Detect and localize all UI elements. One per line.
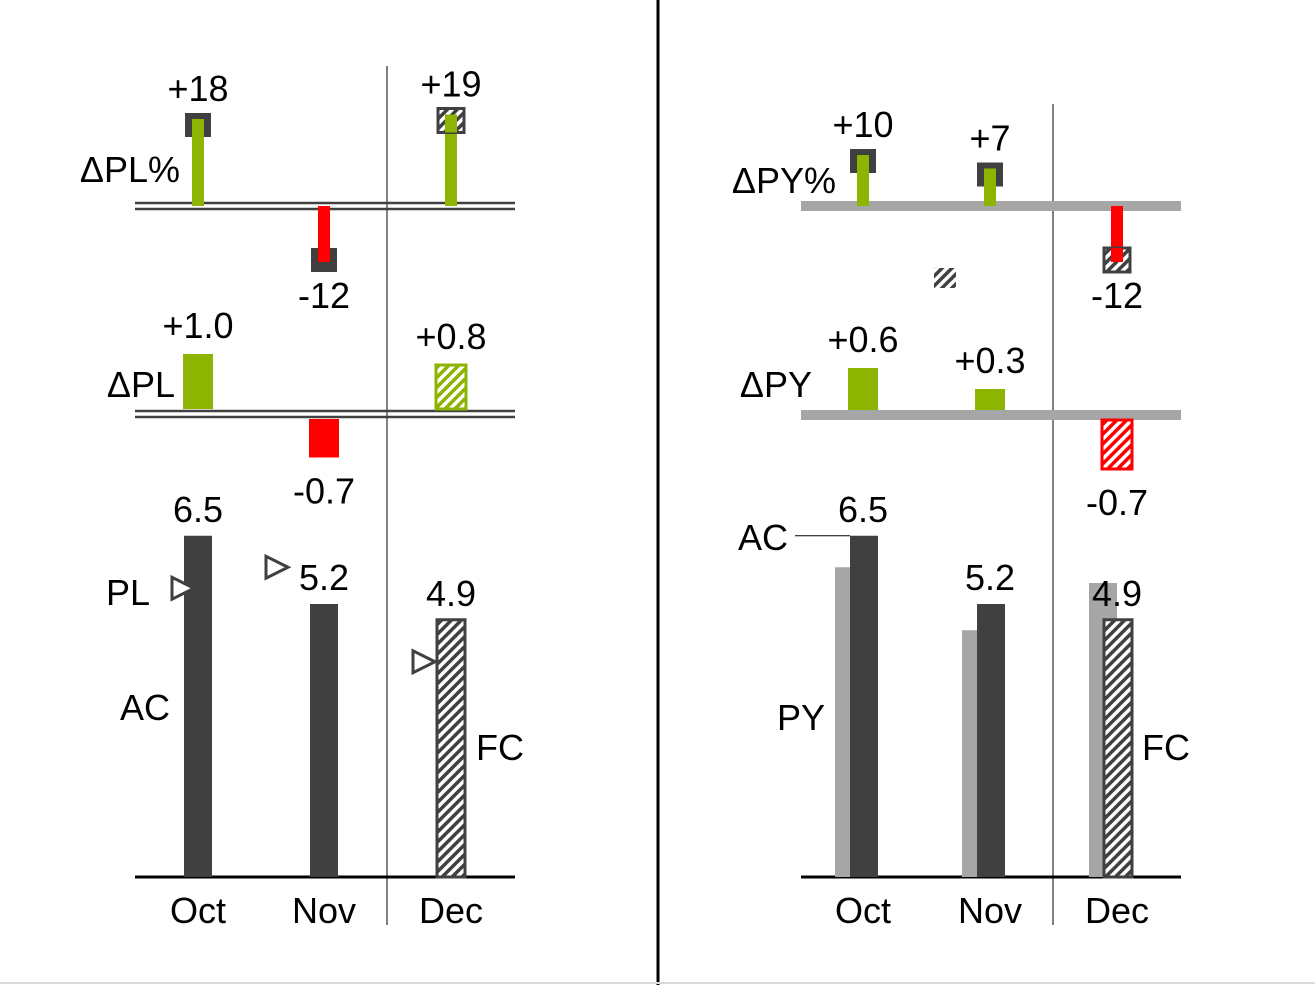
pct-variance-pin <box>318 248 330 262</box>
category-tick-label: Oct <box>170 890 226 931</box>
pct-variance-value-label: +10 <box>832 104 893 145</box>
bar-value-label: 5.2 <box>965 557 1015 598</box>
series-label-fc-left: FC <box>476 727 524 768</box>
abs-variance-bar <box>975 389 1005 410</box>
abs-variance-value-label: +0.8 <box>415 316 486 357</box>
ac-bar <box>184 535 212 877</box>
plan-marker-triangle <box>264 553 292 581</box>
series-label-fc-right: FC <box>1142 727 1190 768</box>
plan-comparison-panel: +18 -12 +19 +1.0 -0.7 +0.8 6.5 Oct 5.2 Nov 4.9 Dec <box>135 64 515 931</box>
pct-variance-pin <box>445 114 457 133</box>
abs-variance-axis <box>801 410 1181 420</box>
abs-variance-value-label: +0.3 <box>954 340 1025 381</box>
abs-variance-value-label: -0.7 <box>1086 482 1148 523</box>
pct-variance-pin <box>857 155 869 173</box>
ac-bar <box>977 604 1005 877</box>
abs-variance-label-right: ΔPY <box>740 364 812 405</box>
abs-variance-label-left: ΔPL <box>107 364 175 405</box>
pct-variance-value-label: +7 <box>969 118 1010 159</box>
pct-variance-pin <box>445 120 457 206</box>
series-label-ac-right: AC <box>738 517 788 558</box>
pct-variance-pin <box>984 168 996 187</box>
abs-variance-value-label: +1.0 <box>162 305 233 346</box>
pct-variance-pin <box>192 125 204 206</box>
forecast-legend-swatch <box>934 268 956 288</box>
abs-variance-value-label: +0.6 <box>827 319 898 360</box>
pct-variance-value-label: +19 <box>420 64 481 105</box>
previous-year-comparison-panel: +10 +7 -12 +0.6 +0.3 -0.7 6.5 Oct 5.2 Nov 4.9 Dec <box>795 104 1181 931</box>
bar-value-label: 4.9 <box>1092 573 1142 614</box>
plan-marker-triangle <box>411 648 439 676</box>
abs-variance-bar <box>309 419 339 458</box>
bar-value-label: 5.2 <box>299 557 349 598</box>
ac-bar <box>850 535 878 877</box>
plan-marker-triangle <box>170 574 198 602</box>
pct-variance-pin <box>192 119 204 137</box>
ac-bar <box>310 604 338 877</box>
series-label-py: PY <box>777 697 825 738</box>
pct-variance-value-label: +18 <box>167 68 228 109</box>
category-tick-label: Dec <box>419 890 483 931</box>
series-label-ac-left: AC <box>120 687 170 728</box>
pct-variance-label-right: ΔPY% <box>732 160 836 201</box>
pct-variance-value-label: -12 <box>298 275 350 316</box>
category-tick-label: Dec <box>1085 890 1149 931</box>
series-label-pl: PL <box>106 572 150 613</box>
abs-variance-bar <box>434 363 468 411</box>
fc-bar <box>435 618 467 879</box>
bar-value-label: 4.9 <box>426 573 476 614</box>
pct-variance-value-label: -12 <box>1091 275 1143 316</box>
abs-variance-bar <box>183 354 213 409</box>
abs-variance-value-label: -0.7 <box>293 471 355 512</box>
bar-value-label: 6.5 <box>838 489 888 530</box>
abs-variance-bar <box>848 368 878 410</box>
category-tick-label: Nov <box>292 890 356 931</box>
bar-value-label: 6.5 <box>173 489 223 530</box>
abs-variance-bar <box>1100 418 1134 471</box>
pct-variance-label-left: ΔPL% <box>80 149 180 190</box>
fc-bar <box>1102 618 1134 879</box>
category-tick-label: Oct <box>835 890 891 931</box>
category-tick-label: Nov <box>958 890 1022 931</box>
pct-variance-pin <box>1111 248 1123 262</box>
pct-variance-pin <box>318 206 330 260</box>
